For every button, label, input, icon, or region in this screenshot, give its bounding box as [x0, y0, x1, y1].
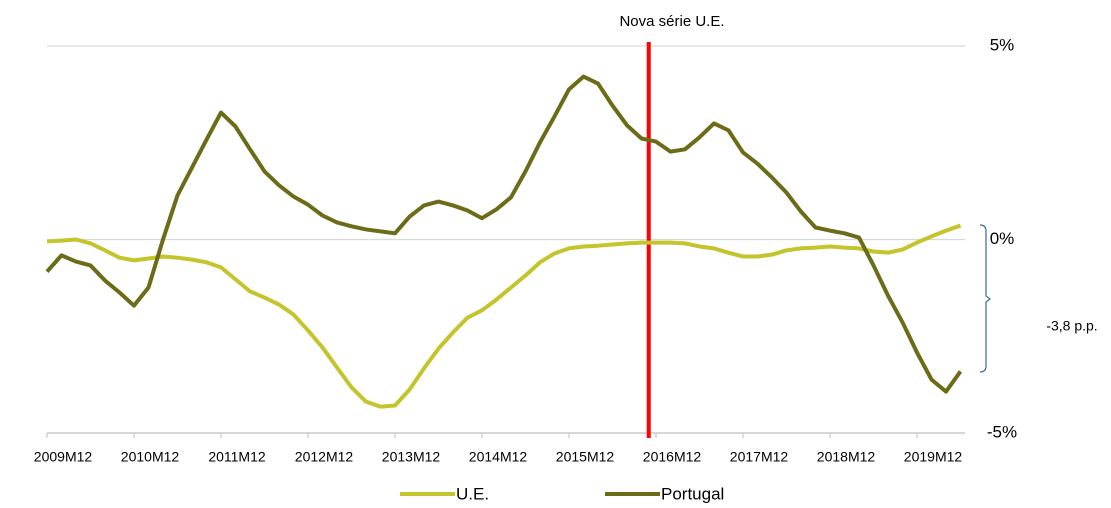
- annotation: Nova série U.E.: [619, 13, 724, 30]
- annotation: -3,8 p.p.: [1046, 318, 1097, 334]
- legend-label: Portugal: [661, 484, 724, 503]
- x-tick-label: 2016M12: [643, 449, 702, 465]
- x-tick-label: 2019M12: [904, 449, 963, 465]
- line: [45, 74, 963, 394]
- x-tick-label: 2018M12: [817, 449, 876, 465]
- x-tick-label: 2014M12: [469, 449, 528, 465]
- y-tick-label: -5%: [987, 422, 1017, 441]
- x-tick-label: 2011M12: [208, 449, 266, 465]
- x-tick-label: 2009M12: [34, 449, 93, 465]
- x-tick-label: 2010M12: [121, 449, 180, 465]
- legend-label: U.E.: [456, 484, 489, 503]
- bracket: [979, 224, 991, 373]
- x-tick-label: 2017M12: [730, 449, 789, 465]
- y-tick-label: 0%: [990, 229, 1015, 248]
- x-tick-label: 2012M12: [295, 449, 354, 465]
- x-tick-label: 2013M12: [382, 449, 441, 465]
- line: [46, 223, 962, 409]
- y-tick-label: 5%: [990, 35, 1015, 54]
- x-tick-label: 2015M12: [556, 449, 615, 465]
